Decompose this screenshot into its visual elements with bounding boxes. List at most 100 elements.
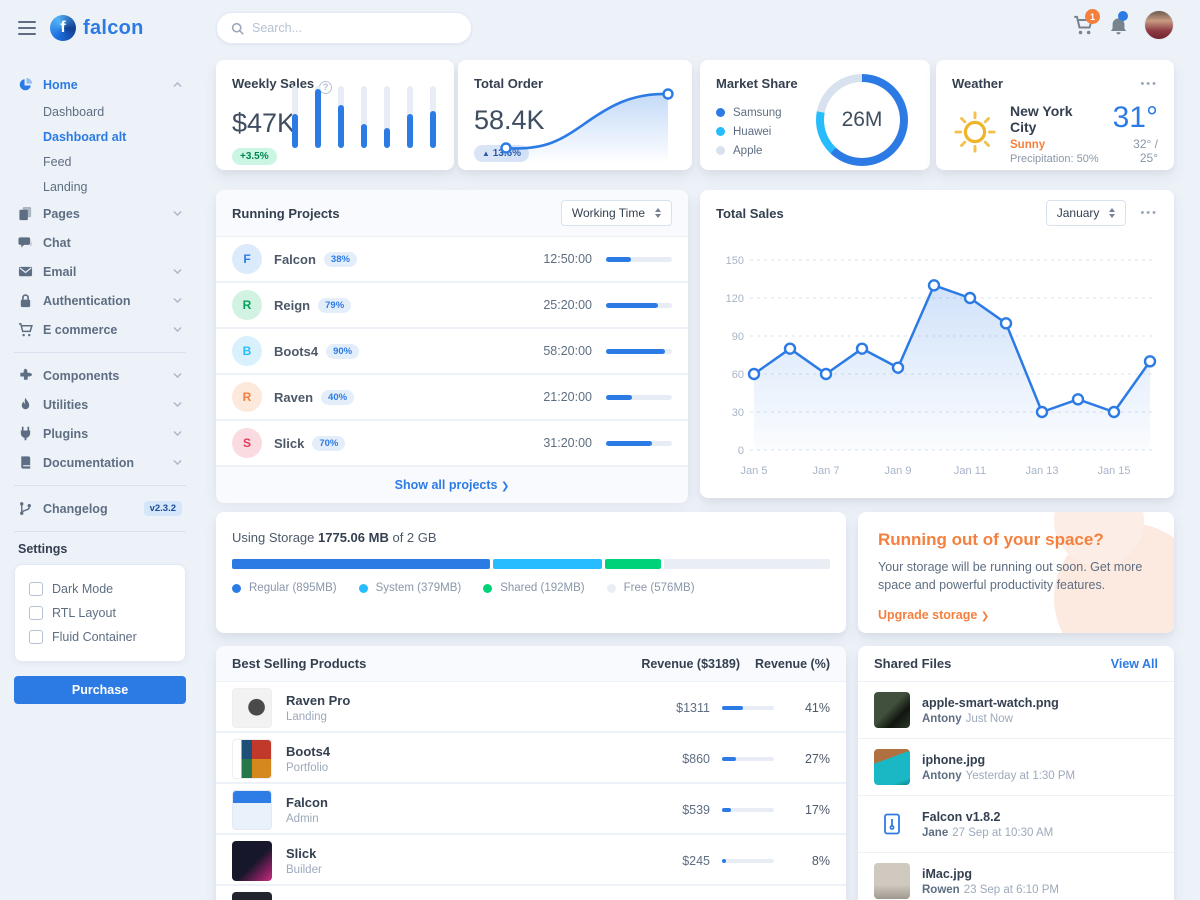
product-row-boots4[interactable]: Boots4 Portfolio $860 27% xyxy=(216,733,846,784)
market-share-center-value: 26M xyxy=(841,108,883,131)
falcon-logo[interactable]: f falcon xyxy=(50,15,144,41)
product-category[interactable]: Admin xyxy=(286,813,319,825)
legend-label: Free (576MB) xyxy=(623,582,695,594)
file-name[interactable]: iphone.jpg xyxy=(922,752,986,767)
file-row-falcon-v1-8-2[interactable]: Falcon v1.8.2 Jane 27 Sep at 10:30 AM xyxy=(858,796,1174,853)
banner-body: Your storage will be running out soon. G… xyxy=(878,560,1143,593)
project-row-reign[interactable]: R Reign 79% 25:20:00 xyxy=(216,283,688,329)
storage-legend-item: System (379MB) xyxy=(358,582,462,594)
view-all-link[interactable]: View All xyxy=(1110,656,1158,671)
file-name[interactable]: Falcon v1.8.2 xyxy=(922,809,1001,824)
product-progress-bar xyxy=(722,706,774,710)
notifications-bell-icon[interactable] xyxy=(1109,10,1128,35)
storage-segment-free-576mb xyxy=(663,559,830,569)
weather-title: Weather xyxy=(952,76,1004,91)
sidebar-item-authentication[interactable]: Authentication xyxy=(14,286,186,315)
search-input[interactable] xyxy=(252,21,457,35)
sidebar-item-label: Components xyxy=(43,368,120,383)
file-row-apple-smart-watch-png[interactable]: apple-smart-watch.png Antony Just Now xyxy=(858,682,1174,739)
legend-item-samsung: Samsung xyxy=(716,103,914,122)
chat-icon xyxy=(18,235,33,250)
product-category[interactable]: Landing xyxy=(286,711,327,723)
checkbox-box[interactable] xyxy=(29,606,43,620)
upgrade-storage-link[interactable]: Upgrade storage ❯ xyxy=(878,608,990,623)
weather-menu-icon[interactable]: ••• xyxy=(1140,77,1158,90)
legend-label: System (379MB) xyxy=(375,582,462,594)
legend-label: Regular (895MB) xyxy=(249,582,337,594)
sidebar-item-plugins[interactable]: Plugins xyxy=(14,419,186,448)
sidebar-nav-main: Home Dashboard Dashboard alt Feed Landing Pag… xyxy=(14,70,186,344)
svg-text:90: 90 xyxy=(732,331,744,343)
show-all-projects-link[interactable]: Show all projects ❯ xyxy=(394,478,510,492)
project-name: Falcon xyxy=(274,251,316,267)
project-row-raven[interactable]: R Raven 40% 21:20:00 xyxy=(216,375,688,421)
sidebar-item-home[interactable]: Home xyxy=(14,70,186,99)
checkbox-box[interactable] xyxy=(29,630,43,644)
project-row-falcon[interactable]: F Falcon 38% 12:50:00 xyxy=(216,237,688,283)
file-name[interactable]: apple-smart-watch.png xyxy=(922,695,1059,710)
month-select[interactable]: January xyxy=(1045,200,1127,226)
market-share-legend: Samsung Huawei Apple xyxy=(716,103,914,160)
product-revenue: $860 xyxy=(682,752,710,766)
product-row-falcon[interactable]: Falcon Admin $539 17% xyxy=(216,784,846,835)
file-name[interactable]: iMac.jpg xyxy=(922,866,973,881)
legend-dot xyxy=(716,108,725,117)
project-row-boots4[interactable]: B Boots4 90% 58:20:00 xyxy=(216,329,688,375)
sidebar-item-dashboard-alt[interactable]: Dashboard alt xyxy=(43,129,127,144)
sidebar-item-chat[interactable]: Chat xyxy=(14,228,186,257)
bar xyxy=(384,86,390,148)
search-bar[interactable] xyxy=(216,12,472,44)
lock-icon xyxy=(18,293,33,308)
market-share-card: Market Share Samsung Huawei Apple 26M xyxy=(700,60,930,170)
sidebar-item-e-commerce[interactable]: E commerce xyxy=(14,315,186,344)
product-row-slick[interactable]: Slick Builder $245 8% xyxy=(216,835,846,886)
project-progress-bar xyxy=(606,394,672,400)
project-avatar: F xyxy=(232,244,262,274)
sidebar-item-dashboard[interactable]: Dashboard xyxy=(43,104,105,119)
weekly-sales-bar-chart xyxy=(292,86,436,148)
project-percent-badge: 70% xyxy=(312,435,346,451)
sidebar-item-label: Email xyxy=(43,264,77,279)
product-row-raven-pro[interactable]: Raven Pro Landing $1311 41% xyxy=(216,682,846,733)
sidebar-item-landing[interactable]: Landing xyxy=(43,179,88,194)
product-category[interactable]: Portfolio xyxy=(286,762,329,774)
sidebar-item-email[interactable]: Email xyxy=(14,257,186,286)
checkbox-box[interactable] xyxy=(29,582,43,596)
storage-segment-shared-192mb xyxy=(605,559,661,569)
sidebar-item-utilities[interactable]: Utilities xyxy=(14,390,186,419)
project-progress-bar xyxy=(606,348,672,354)
cart-icon[interactable]: 1 xyxy=(1073,9,1100,35)
divider xyxy=(14,485,186,486)
notification-dot-badge xyxy=(1118,10,1128,21)
total-sales-menu-icon[interactable]: ••• xyxy=(1140,207,1158,219)
sidebar-item-documentation[interactable]: Documentation xyxy=(14,448,186,477)
file-author: Rowen xyxy=(922,883,960,896)
user-avatar[interactable] xyxy=(1144,10,1174,40)
product-revenue: $1311 xyxy=(676,701,710,715)
checkbox-fluid-container[interactable]: Fluid Container xyxy=(29,625,171,649)
file-time: Just Now xyxy=(965,712,1013,725)
sidebar-item-components[interactable]: Components xyxy=(14,361,186,390)
puzzle-icon xyxy=(18,368,33,383)
total-sales-card: Total Sales January ••• 0 30 60 90 120 150 Jan… xyxy=(700,190,1174,498)
product-row[interactable] xyxy=(216,886,846,900)
file-row-iphone-jpg[interactable]: iphone.jpg Antony Yesterday at 1:30 PM xyxy=(858,739,1174,796)
product-category[interactable]: Builder xyxy=(286,864,322,876)
checkbox-rtl-layout[interactable]: RTL Layout xyxy=(29,601,171,625)
project-row-slick[interactable]: S Slick 70% 31:20:00 xyxy=(216,421,688,467)
sidebar-item-feed[interactable]: Feed xyxy=(43,154,72,169)
checkbox-dark-mode[interactable]: Dark Mode xyxy=(29,577,171,601)
file-author: Antony xyxy=(922,712,962,725)
hamburger-menu-icon[interactable] xyxy=(18,21,36,35)
purchase-button[interactable]: Purchase xyxy=(14,676,186,704)
cart-icon xyxy=(18,322,33,337)
storage-total: of 2 GB xyxy=(392,530,437,545)
legend-item-apple: Apple xyxy=(716,141,914,160)
chevron-right-icon: ❯ xyxy=(980,611,990,623)
working-time-select[interactable]: Working Time xyxy=(560,200,672,226)
file-row-imac-jpg[interactable]: iMac.jpg Rowen 23 Sep at 6:10 PM xyxy=(858,853,1174,900)
shared-files-list: apple-smart-watch.png Antony Just Now iphon… xyxy=(858,682,1174,900)
sidebar-item-changelog[interactable]: Changelog v2.3.2 xyxy=(14,494,186,523)
sidebar-item-pages[interactable]: Pages xyxy=(14,199,186,228)
chevron-down-icon xyxy=(173,296,182,305)
